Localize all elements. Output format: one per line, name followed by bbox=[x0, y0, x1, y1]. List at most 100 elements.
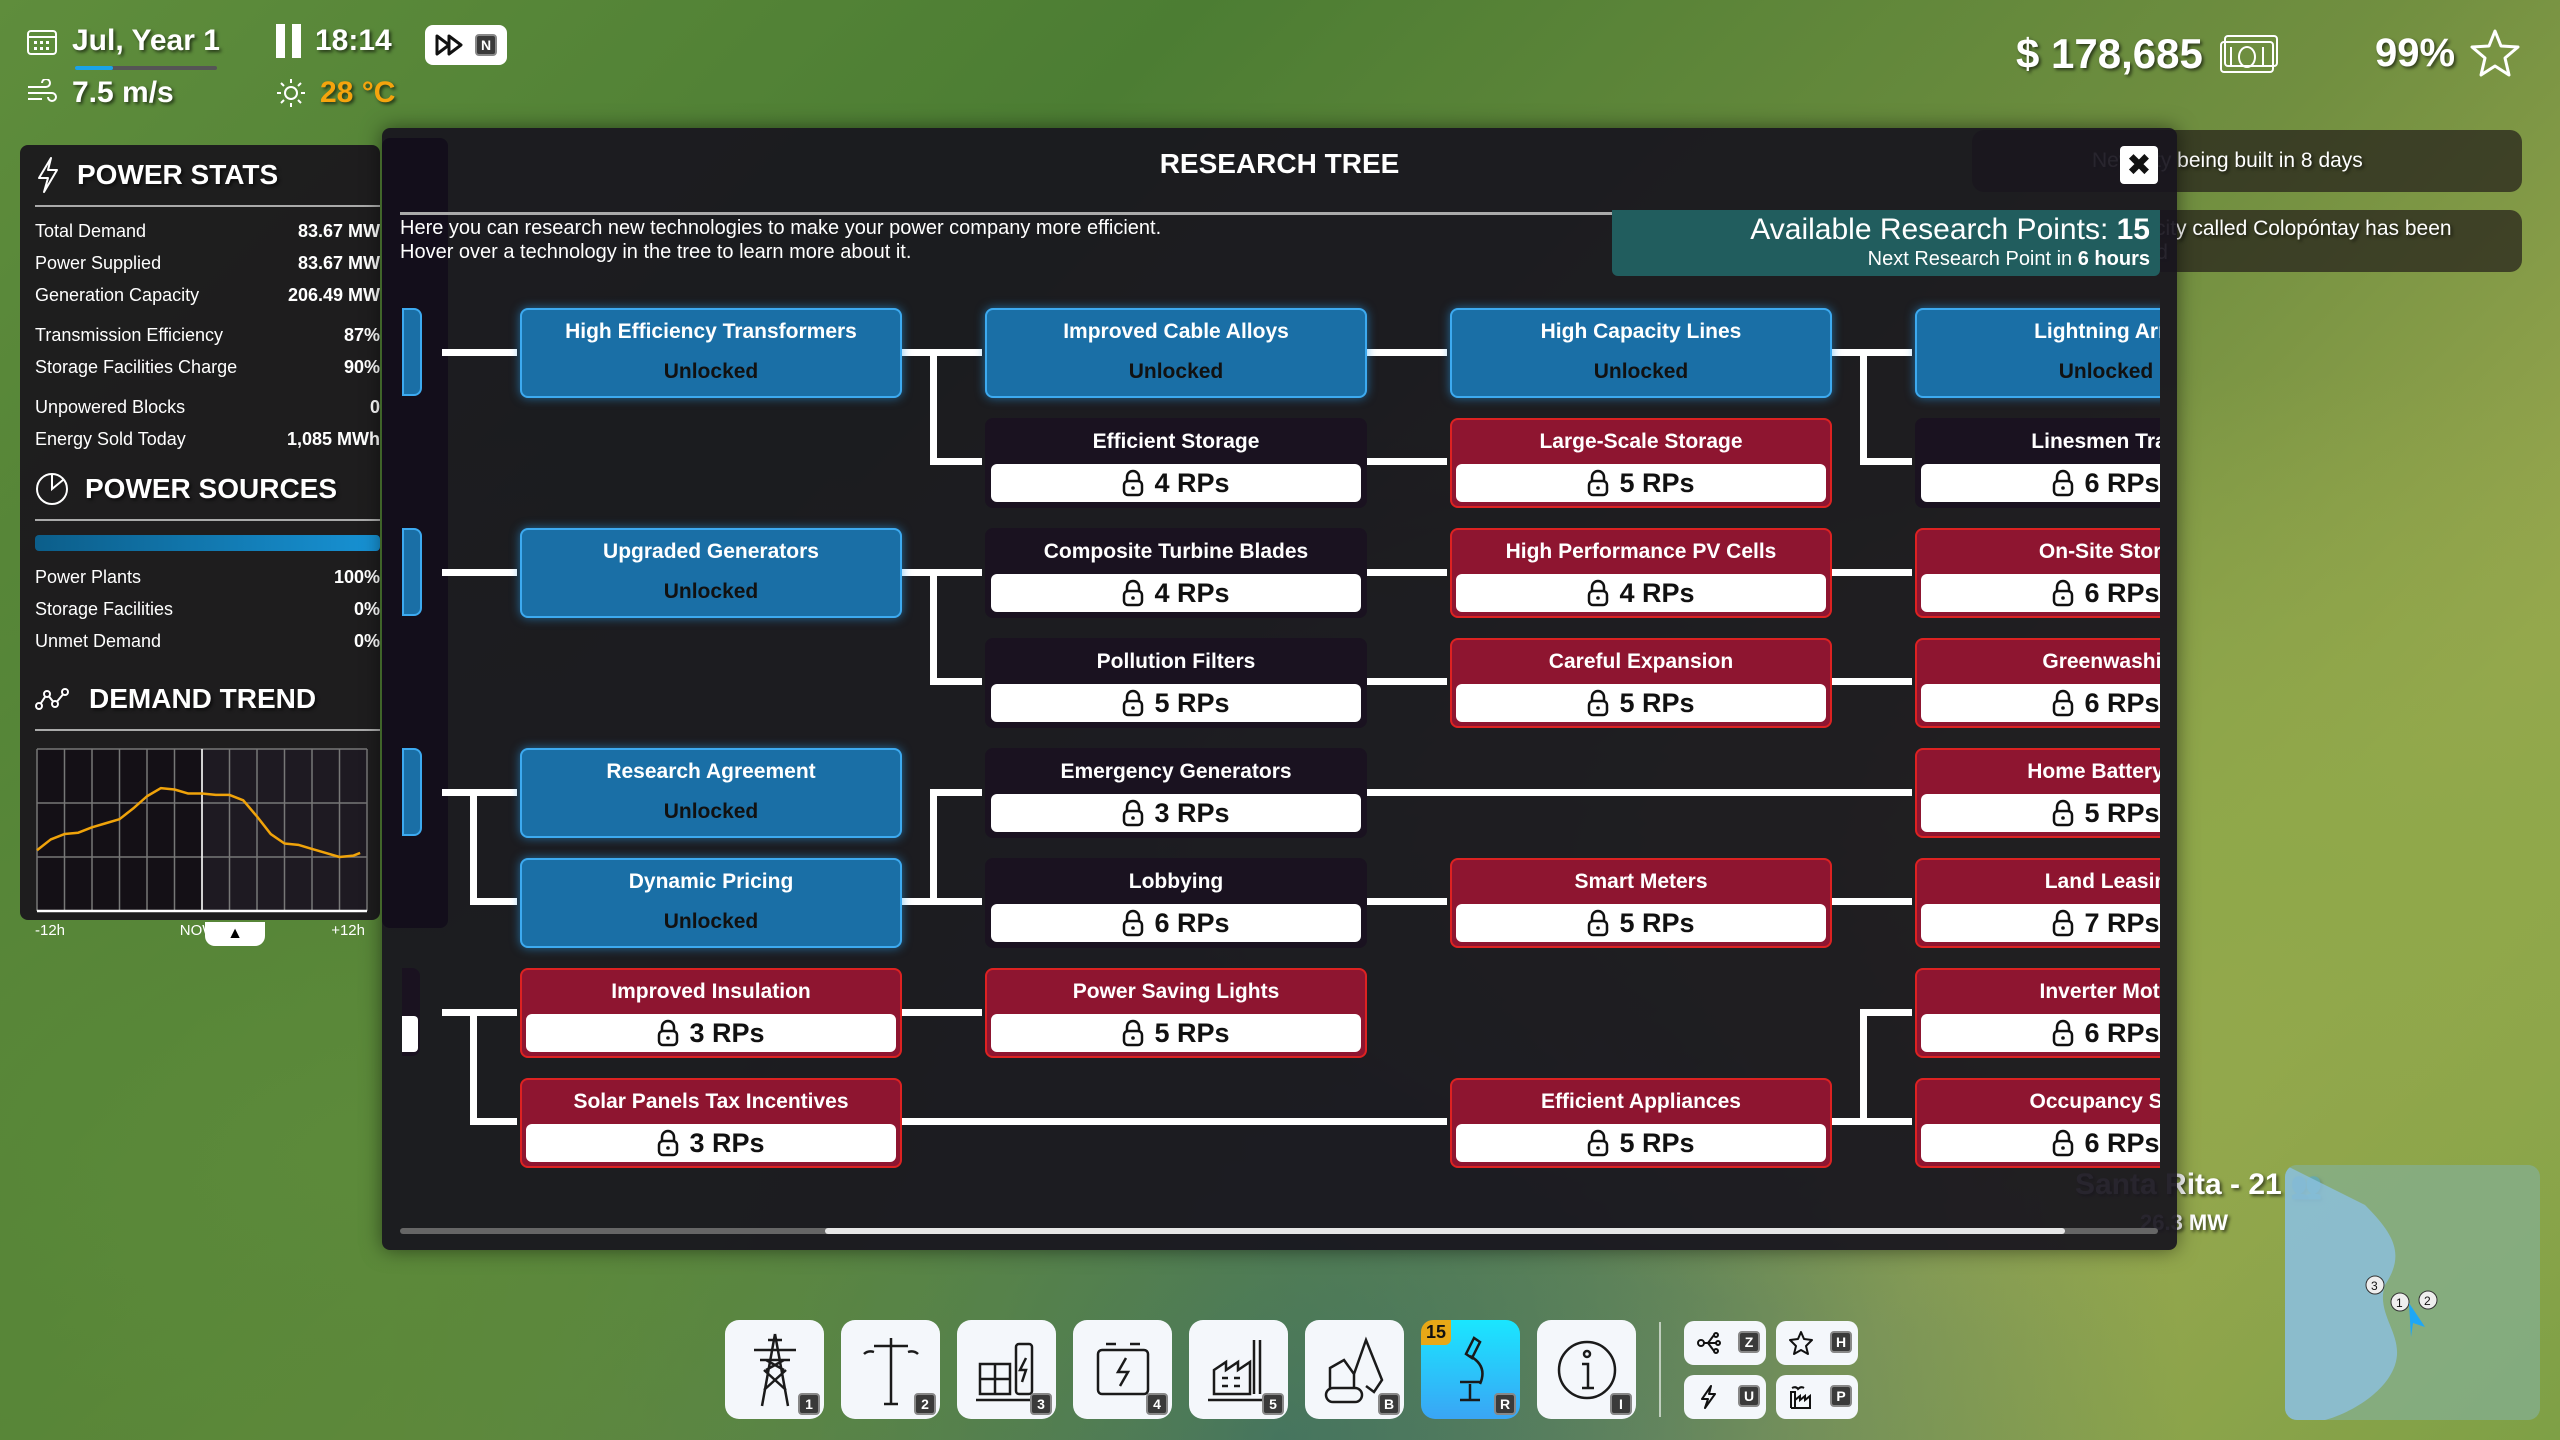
tech-node-on-site-storage[interactable]: On-Site Stora 6 RPs bbox=[1915, 528, 2160, 618]
battery-button[interactable]: 4 bbox=[1073, 1320, 1172, 1419]
svg-text:1: 1 bbox=[2396, 1296, 2403, 1310]
svg-text:2: 2 bbox=[2424, 1294, 2431, 1308]
star-rating-icon bbox=[2470, 29, 2520, 77]
collapse-panel-button[interactable]: ▲ bbox=[205, 922, 265, 946]
lock-icon bbox=[1122, 469, 1144, 497]
cash-icon bbox=[2219, 35, 2278, 73]
transmission-tower-icon bbox=[753, 1333, 796, 1406]
network-overlay-button[interactable]: Z bbox=[1684, 1320, 1766, 1365]
date-display: Jul, Year 1 bbox=[26, 24, 220, 58]
lock-icon bbox=[1587, 469, 1609, 497]
power-plant-button[interactable]: 5 bbox=[1189, 1320, 1288, 1419]
lock-icon bbox=[1587, 909, 1609, 937]
tree-horizontal-scrollbar[interactable] bbox=[400, 1228, 2158, 1234]
lock-icon bbox=[2052, 579, 2074, 607]
demand-trend-plot bbox=[36, 748, 368, 913]
tech-node-research-agreement[interactable]: Research Agreement Unlocked bbox=[520, 748, 902, 838]
tech-node-composite-turbine-blades[interactable]: Composite Turbine Blades 4 RPs bbox=[985, 528, 1367, 618]
research-points-badge: 15 bbox=[1421, 1320, 1452, 1345]
tree-node-stub[interactable] bbox=[402, 748, 422, 836]
tech-node-power-saving-lights[interactable]: Power Saving Lights 5 RPs bbox=[985, 968, 1367, 1058]
close-icon: ✖ bbox=[2126, 148, 2152, 182]
tech-node-high-performance-pv-cells[interactable]: High Performance PV Cells 4 RPs bbox=[1450, 528, 1832, 618]
sun-icon bbox=[277, 79, 305, 107]
tech-node-pollution-filters[interactable]: Pollution Filters 5 RPs bbox=[985, 638, 1367, 728]
close-button[interactable]: ✖ bbox=[2120, 146, 2158, 184]
info-button[interactable]: I bbox=[1537, 1320, 1636, 1419]
power-overlay-button[interactable]: U bbox=[1684, 1374, 1766, 1419]
lock-icon bbox=[1587, 689, 1609, 717]
research-tree-canvas[interactable]: High Efficiency Transformers Unlocked Upg… bbox=[382, 128, 2160, 1250]
research-tree-modal: High Efficiency Transformers Unlocked Upg… bbox=[382, 128, 2177, 1250]
tech-node-land-leasing[interactable]: Land Leasin 7 RPs bbox=[1915, 858, 2160, 948]
wind-icon bbox=[28, 79, 57, 102]
lock-icon bbox=[657, 1129, 679, 1157]
fast-forward-button[interactable]: N bbox=[425, 25, 507, 65]
tech-node-lobbying[interactable]: Lobbying 6 RPs bbox=[985, 858, 1367, 948]
research-points-box: Available Research Points: 15 Next Resea… bbox=[1612, 210, 2160, 276]
tech-node-efficient-storage[interactable]: Efficient Storage 4 RPs bbox=[985, 418, 1367, 508]
speed-hotkey: N bbox=[475, 34, 497, 56]
tech-node-greenwashing[interactable]: Greenwashir 6 RPs bbox=[1915, 638, 2160, 728]
time-text: 18:14 bbox=[315, 24, 392, 57]
lightning-icon bbox=[38, 157, 58, 193]
chart-x-axis: -12h NOW +12h bbox=[35, 922, 365, 939]
transmission-tower-button[interactable]: 1 bbox=[725, 1320, 824, 1419]
storage-facility-button[interactable]: 3 bbox=[957, 1320, 1056, 1419]
stat-generation-capacity: Generation Capacity 206.49 MW bbox=[35, 284, 380, 305]
stat-transmission-efficiency: Transmission Efficiency 87% bbox=[35, 324, 380, 345]
tree-node-stub[interactable] bbox=[402, 308, 422, 396]
tech-node-efficient-appliances[interactable]: Efficient Appliances 5 RPs bbox=[1450, 1078, 1832, 1168]
lightning-icon bbox=[1701, 1384, 1716, 1409]
pause-button[interactable] bbox=[276, 24, 301, 58]
stat-storage-charge: Storage Facilities Charge 90% bbox=[35, 356, 380, 377]
tech-node-high-efficiency-transformers[interactable]: High Efficiency Transformers Unlocked bbox=[520, 308, 902, 398]
favorites-button[interactable]: H bbox=[1776, 1320, 1858, 1365]
available-research-points: 15 bbox=[2116, 213, 2150, 246]
stat-energy-sold: Energy Sold Today 1,085 MWh bbox=[35, 428, 380, 449]
tech-node-improved-cable-alloys[interactable]: Improved Cable Alloys Unlocked bbox=[985, 308, 1367, 398]
tech-node-large-scale-storage[interactable]: Large-Scale Storage 5 RPs bbox=[1450, 418, 1832, 508]
tech-node-home-battery-backup[interactable]: Home Battery B5 RPs bbox=[1915, 748, 2160, 838]
tech-node-careful-expansion[interactable]: Careful Expansion 5 RPs bbox=[1450, 638, 1832, 728]
pie-chart-icon bbox=[36, 473, 68, 505]
power-sources-bar bbox=[35, 535, 380, 551]
approval-display: 99% bbox=[2375, 28, 2521, 78]
scrollbar-thumb[interactable] bbox=[825, 1228, 2065, 1234]
lock-icon bbox=[1122, 909, 1144, 937]
svg-text:3: 3 bbox=[2371, 1279, 2378, 1293]
tech-node-emergency-generators[interactable]: Emergency Generators 3 RPs bbox=[985, 748, 1367, 838]
minimap[interactable]: 3 1 2 bbox=[2285, 1165, 2540, 1420]
source-storage-facilities: Storage Facilities 0% bbox=[35, 598, 380, 619]
tree-node-stub[interactable] bbox=[402, 528, 422, 616]
tech-node-solar-panels-tax-incentives[interactable]: Solar Panels Tax Incentives 3 RPs bbox=[520, 1078, 902, 1168]
lock-icon bbox=[1587, 1129, 1609, 1157]
lock-icon bbox=[2052, 1129, 2074, 1157]
tech-node-upgraded-generators[interactable]: Upgraded Generators Unlocked bbox=[520, 528, 902, 618]
temperature-display: 28 °C bbox=[276, 76, 395, 110]
bulldozer-button[interactable]: B bbox=[1305, 1320, 1404, 1419]
power-pole-button[interactable]: 2 bbox=[841, 1320, 940, 1419]
lock-icon bbox=[1122, 1019, 1144, 1047]
tech-node-inverter-motors[interactable]: Inverter Moto 6 RPs bbox=[1915, 968, 2160, 1058]
overlay-toggles: Z H U P bbox=[1684, 1320, 1858, 1419]
pollution-overlay-button[interactable]: P bbox=[1776, 1374, 1858, 1419]
bulldozer-icon bbox=[1324, 1335, 1383, 1403]
tech-node-linesmen-training[interactable]: Linesmen Trair6 RPs bbox=[1915, 418, 2160, 508]
tech-node-high-capacity-lines[interactable]: High Capacity Lines Unlocked bbox=[1450, 308, 1832, 398]
tech-node-lightning-arresters[interactable]: Lightning ArreUnlocked bbox=[1915, 308, 2160, 398]
approval-value: 99% bbox=[2375, 30, 2456, 75]
star-icon bbox=[1789, 1330, 1813, 1355]
trend-line-icon bbox=[35, 688, 69, 710]
power-plant-icon bbox=[1207, 1339, 1270, 1401]
tech-node-improved-insulation[interactable]: Improved Insulation 3 RPs bbox=[520, 968, 902, 1058]
power-sources-header: POWER SOURCES bbox=[35, 459, 380, 521]
tech-node-dynamic-pricing[interactable]: Dynamic Pricing Unlocked bbox=[520, 858, 902, 948]
build-toolbar: 1 2 3 4 5 B 15 R I Z H bbox=[725, 1320, 1858, 1419]
money-value: $ 178,685 bbox=[2016, 30, 2203, 77]
tech-node-occupancy-sensors[interactable]: Occupancy Ser6 RPs bbox=[1915, 1078, 2160, 1168]
tech-node-smart-meters[interactable]: Smart Meters 5 RPs bbox=[1450, 858, 1832, 948]
lock-icon bbox=[2052, 689, 2074, 717]
lock-icon bbox=[657, 1019, 679, 1047]
research-button[interactable]: 15 R bbox=[1421, 1320, 1520, 1419]
